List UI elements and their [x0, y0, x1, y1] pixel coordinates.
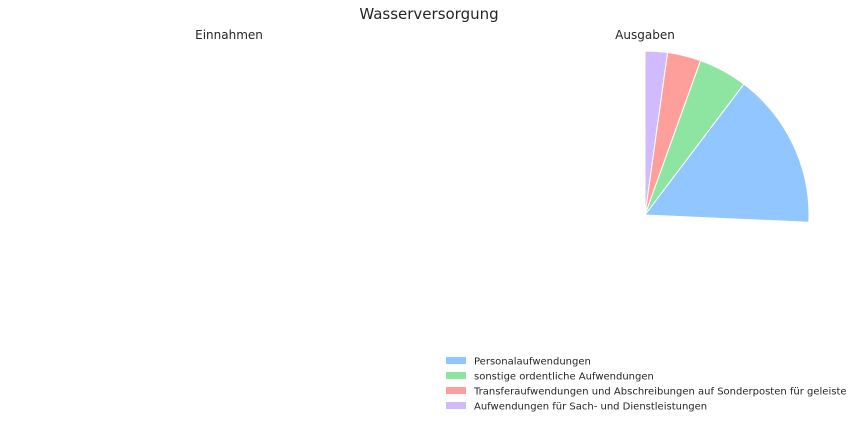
legend-swatch-3 — [446, 402, 466, 409]
pie-slice-3 — [644, 83, 810, 223]
legend-label-2: Transferaufwendungen und Abschreibungen … — [473, 387, 847, 398]
subplot-title-ausgaben: Ausgaben — [615, 28, 675, 42]
legend-swatch-2 — [446, 387, 466, 394]
legend-swatch-1 — [446, 372, 466, 379]
legend-label-0: Personalaufwendungen — [474, 357, 591, 368]
pie-ausgaben — [644, 50, 810, 223]
legend-swatch-0 — [446, 357, 466, 364]
legend-label-3: Aufwendungen für Sach- und Dienstleistun… — [474, 402, 707, 413]
legend-label-1: sonstige ordentliche Aufwendungen — [474, 372, 654, 383]
legend: Personalaufwendungen sonstige ordentliche… — [446, 357, 847, 413]
chart-title: Wasserversorgung — [359, 5, 498, 23]
subplot-title-einnahmen: Einnahmen — [195, 28, 263, 42]
